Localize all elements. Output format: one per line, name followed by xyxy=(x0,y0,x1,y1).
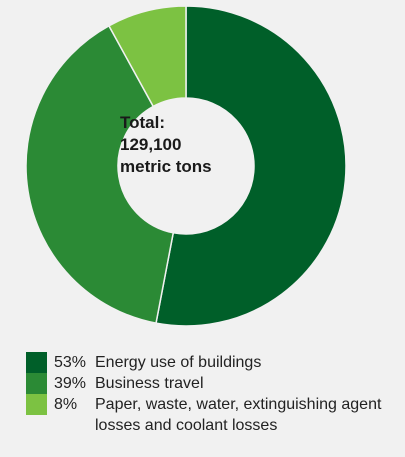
donut-hole xyxy=(118,98,254,234)
legend-item-other: 8% Paper, waste, water, extinguishing ag… xyxy=(26,394,401,436)
legend-percent: 8% xyxy=(54,396,78,413)
center-label-line-2: 129,100 xyxy=(120,135,182,154)
legend-swatch-travel xyxy=(26,373,47,394)
legend-item-travel: 39% Business travel xyxy=(26,373,401,394)
center-label-line-1: Total: xyxy=(120,113,166,132)
legend-swatch-other xyxy=(26,394,47,415)
chart-legend: 53% Energy use of buildings 39% Business… xyxy=(26,352,401,436)
legend-percent: 39% xyxy=(54,375,87,392)
legend-percent: 53% xyxy=(54,354,87,371)
center-label-line-3: metric tons xyxy=(120,157,212,176)
legend-label: Energy use of buildings xyxy=(95,354,262,371)
legend-swatch-energy xyxy=(26,352,47,373)
legend-label: Business travel xyxy=(95,375,204,392)
legend-item-energy: 53% Energy use of buildings xyxy=(26,352,401,373)
donut-center-label: Total: 129,100 metric tons xyxy=(120,112,250,178)
donut-chart xyxy=(25,5,347,327)
legend-label: Paper, waste, water, extinguishing agent… xyxy=(95,396,382,434)
